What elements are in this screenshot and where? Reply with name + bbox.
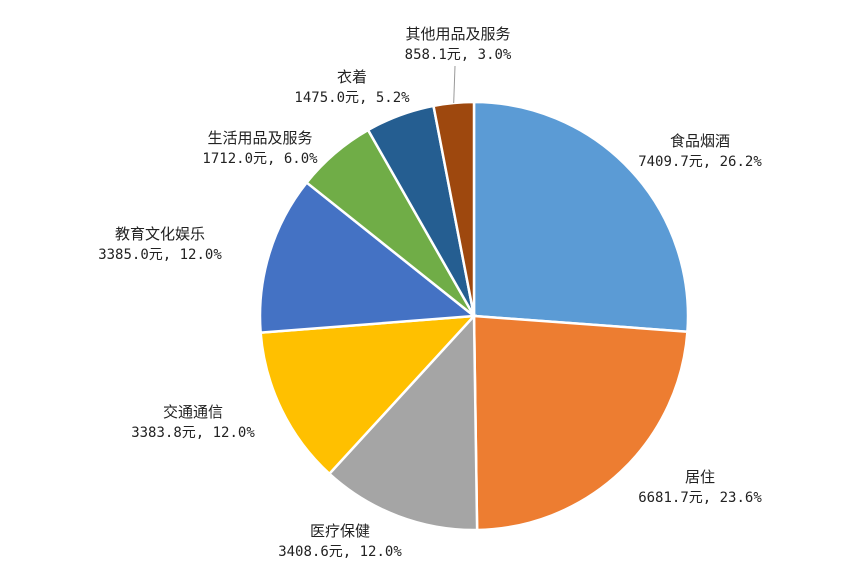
slice-label-name-2: 居住 bbox=[685, 468, 715, 486]
pie-slices bbox=[258, 100, 690, 532]
pie-slice-3 bbox=[327, 312, 479, 532]
slice-label-value-6: 1712.0元, 6.0% bbox=[202, 151, 318, 167]
slice-label-name-6: 生活用品及服务 bbox=[207, 129, 312, 147]
slice-label-value-3: 3408.6元, 12.0% bbox=[278, 544, 402, 560]
slice-label-name-3: 医疗保健 bbox=[310, 522, 370, 540]
slice-label-name-1: 食品烟酒 bbox=[670, 132, 730, 150]
pie-slice-4 bbox=[259, 314, 478, 476]
pie-slice-1 bbox=[472, 100, 690, 334]
data-labels: 食品烟酒 7409.7元, 26.2% 居住 6681.7元, 23.6% 医疗保健 34… bbox=[98, 25, 762, 560]
leader-line-8 bbox=[453, 65, 456, 104]
slice-label-value-7: 1475.0元, 5.2% bbox=[294, 90, 410, 106]
slice-label-value-8: 858.1元, 3.0% bbox=[405, 47, 512, 63]
slice-label-value-2: 6681.7元, 23.6% bbox=[638, 490, 762, 506]
slice-label-name-8: 其他用品及服务 bbox=[405, 25, 510, 43]
pie-slice-2 bbox=[472, 314, 689, 532]
slice-label-name-5: 教育文化娱乐 bbox=[115, 225, 205, 243]
slice-label-value-5: 3385.0元, 12.0% bbox=[98, 247, 222, 263]
slice-label-name-7: 衣着 bbox=[337, 68, 367, 86]
slice-label-value-1: 7409.7元, 26.2% bbox=[638, 154, 762, 170]
leader-lines bbox=[453, 65, 456, 104]
slice-label-value-4: 3383.8元, 12.0% bbox=[131, 425, 255, 441]
pie-slice-5 bbox=[258, 180, 478, 335]
slice-label-name-4: 交通通信 bbox=[163, 403, 223, 421]
